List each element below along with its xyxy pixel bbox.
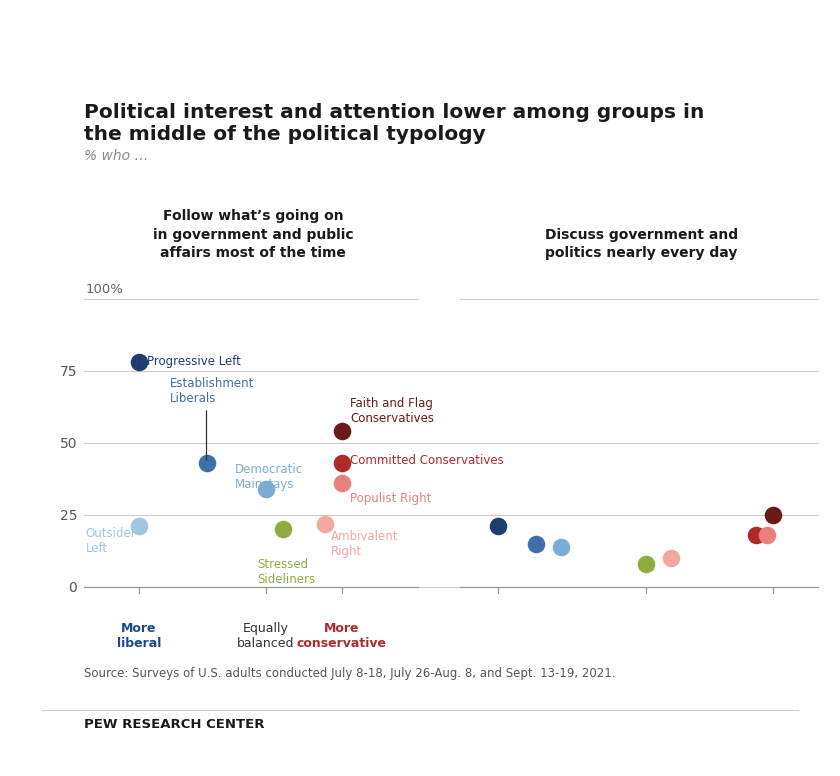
Text: More
liberal: More liberal — [117, 622, 161, 650]
Point — [664, 552, 678, 564]
Point — [639, 558, 653, 570]
Text: PEW RESEARCH CENTER: PEW RESEARCH CENTER — [84, 718, 265, 731]
Text: Outsider
Left: Outsider Left — [86, 527, 136, 555]
Text: Equally
balanced: Equally balanced — [237, 622, 294, 650]
Point — [491, 520, 505, 532]
Point — [760, 529, 774, 542]
Point — [335, 477, 349, 490]
Text: Committed Conservatives: Committed Conservatives — [350, 453, 504, 466]
Point — [335, 425, 349, 438]
Point — [749, 529, 763, 542]
Text: % who …: % who … — [84, 149, 149, 163]
Text: Follow what’s going on
in government and public
affairs most of the time: Follow what’s going on in government and… — [153, 210, 354, 260]
Point — [276, 523, 289, 535]
Point — [766, 508, 780, 521]
Text: Populist Right: Populist Right — [350, 492, 432, 505]
Point — [132, 356, 145, 369]
Text: 100%: 100% — [86, 282, 123, 296]
Point — [318, 518, 332, 530]
Text: Democratic
Mainstays: Democratic Mainstays — [234, 463, 302, 491]
Text: Political interest and attention lower among groups in
the middle of the politic: Political interest and attention lower a… — [84, 102, 705, 144]
Text: Faith and Flag
Conservatives: Faith and Flag Conservatives — [350, 397, 434, 425]
Text: Establishment
Liberals: Establishment Liberals — [171, 377, 255, 405]
Point — [529, 538, 543, 550]
Point — [132, 520, 145, 532]
Point — [554, 540, 568, 553]
Text: More
conservative: More conservative — [297, 622, 386, 650]
Point — [335, 457, 349, 469]
Text: Ambivalent
Right: Ambivalent Right — [331, 530, 398, 558]
Text: Discuss government and
politics nearly every day: Discuss government and politics nearly e… — [545, 227, 738, 260]
Text: Progressive Left: Progressive Left — [147, 355, 241, 368]
Text: Source: Surveys of U.S. adults conducted July 8-18, July 26-Aug. 8, and Sept. 13: Source: Surveys of U.S. adults conducted… — [84, 667, 616, 681]
Point — [200, 457, 213, 469]
Text: Stressed
Sideliners: Stressed Sideliners — [257, 558, 315, 586]
Point — [259, 483, 272, 495]
